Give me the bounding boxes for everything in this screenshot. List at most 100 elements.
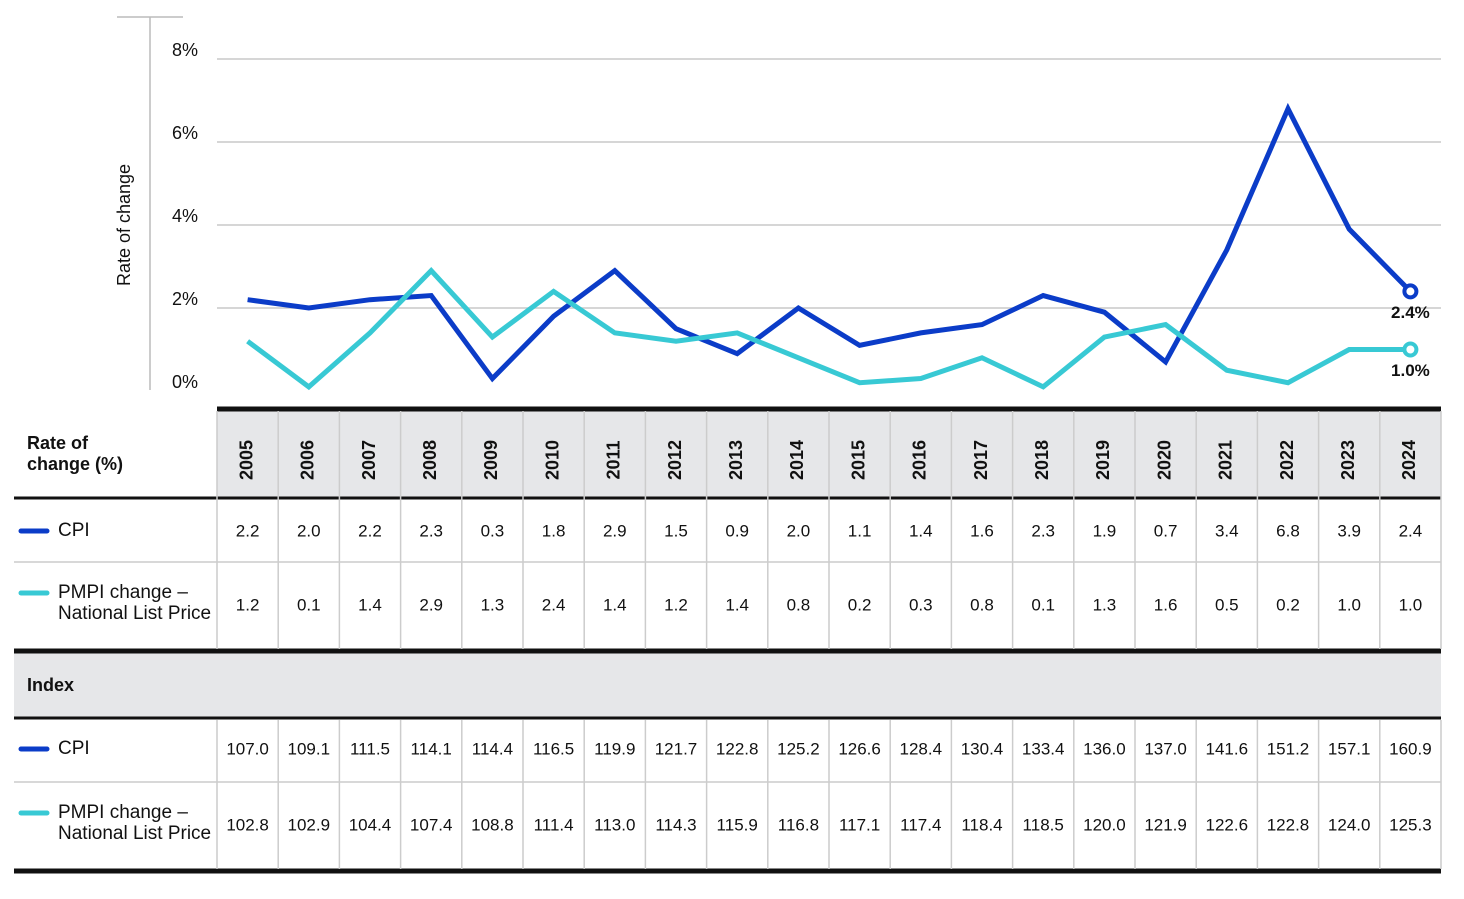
table-cell: 128.4 <box>900 739 943 758</box>
table-cell: 122.6 <box>1206 815 1249 834</box>
table-cell: 121.9 <box>1144 815 1187 834</box>
x-tick-label: 2018 <box>1032 440 1052 480</box>
x-tick-label: 2016 <box>910 440 930 480</box>
table-cell: 114.1 <box>411 739 452 758</box>
table-cell: 0.7 <box>1154 521 1178 540</box>
table-cell: 102.9 <box>288 815 331 834</box>
table-cell: 3.9 <box>1337 521 1361 540</box>
table-cell: 2.2 <box>236 521 260 540</box>
table-cell: 2.4 <box>1399 521 1423 540</box>
series-line <box>246 267 1411 391</box>
index-bg <box>14 652 1441 717</box>
row-label: PMPI change – National List Price <box>58 582 211 624</box>
table-cell: 1.3 <box>1093 595 1117 614</box>
table-cell: 1.4 <box>603 595 627 614</box>
row-label: PMPI change – National List Price <box>58 802 211 844</box>
end-label: 2.4% <box>1391 303 1430 322</box>
end-marker <box>1402 283 1419 300</box>
table-cell: 0.3 <box>481 521 505 540</box>
table-cell: 137.0 <box>1144 739 1187 758</box>
table-cell: 0.1 <box>1031 595 1055 614</box>
table-cell: 1.1 <box>848 521 872 540</box>
table-cell: 141.6 <box>1206 739 1249 758</box>
table-cell: 0.1 <box>297 595 321 614</box>
table-cell: 0.8 <box>787 595 811 614</box>
table-header: Rate of change (%) <box>27 433 123 474</box>
table-cell: 119.9 <box>594 739 635 758</box>
table-cell: 118.4 <box>961 815 1002 834</box>
table-cell: 107.0 <box>226 739 269 758</box>
table-cell: 116.5 <box>533 739 574 758</box>
table-cell: 2.2 <box>358 521 382 540</box>
end-marker <box>1402 341 1419 358</box>
x-tick-label: 2011 <box>604 440 624 479</box>
table-cell: 1.0 <box>1399 595 1423 614</box>
table-cell: 1.0 <box>1337 595 1361 614</box>
x-tick-label: 2009 <box>481 440 501 480</box>
x-tick-label: 2022 <box>1277 440 1297 480</box>
table-cell: 130.4 <box>961 739 1004 758</box>
table-cell: 1.3 <box>481 595 505 614</box>
table-cell: 111.4 <box>534 815 574 834</box>
table-cell: 3.4 <box>1215 521 1239 540</box>
table-cell: 2.3 <box>1031 521 1055 540</box>
x-tick-label: 2021 <box>1216 440 1236 480</box>
table-cell: 114.4 <box>472 739 513 758</box>
x-tick-label: 2019 <box>1093 440 1113 480</box>
table-cell: 1.2 <box>236 595 260 614</box>
table-cell: 109.1 <box>288 739 331 758</box>
table-cell: 1.8 <box>542 521 566 540</box>
table-cell: 120.0 <box>1083 815 1126 834</box>
table-cell: 111.5 <box>350 739 390 758</box>
table-cell: 0.2 <box>1276 595 1300 614</box>
x-tick-label: 2024 <box>1399 440 1419 480</box>
table-cell: 108.8 <box>471 815 514 834</box>
table-cell: 117.4 <box>900 815 941 834</box>
x-tick-label: 2015 <box>848 440 868 480</box>
table-cell: 2.0 <box>787 521 811 540</box>
table-cell: 2.3 <box>419 521 443 540</box>
table-cell: 107.4 <box>410 815 453 834</box>
table-cell: 0.8 <box>970 595 994 614</box>
table-cell: 1.9 <box>1093 521 1117 540</box>
table-cell: 102.8 <box>226 815 269 834</box>
x-tick-label: 2012 <box>665 440 685 480</box>
x-tick-label: 2020 <box>1154 440 1174 480</box>
table-cell: 121.7 <box>655 739 698 758</box>
table-cell: 1.2 <box>664 595 688 614</box>
x-tick-label: 2008 <box>420 440 440 480</box>
y-tick-label: 8% <box>172 40 198 60</box>
table-cell: 2.4 <box>542 595 566 614</box>
x-tick-label: 2023 <box>1338 440 1358 480</box>
table-cell: 0.3 <box>909 595 933 614</box>
table-cell: 2.9 <box>603 521 627 540</box>
table-cell: 2.0 <box>297 521 321 540</box>
row-label: CPI <box>58 738 90 759</box>
table-cell: 0.9 <box>725 521 749 540</box>
table-cell: 125.2 <box>777 739 820 758</box>
table-cell: 133.4 <box>1022 739 1065 758</box>
x-tick-label: 2017 <box>971 440 991 480</box>
table-cell: 0.5 <box>1215 595 1239 614</box>
x-tick-label: 2005 <box>236 440 256 480</box>
table-cell: 122.8 <box>1267 815 1310 834</box>
table-cell: 151.2 <box>1267 739 1310 758</box>
y-tick-label: 0% <box>172 372 198 392</box>
table-cell: 118.5 <box>1023 815 1064 834</box>
table-cell: 1.4 <box>358 595 382 614</box>
x-tick-label: 2007 <box>359 440 379 480</box>
end-label: 1.0% <box>1391 361 1430 380</box>
x-tick-label: 2010 <box>542 440 562 480</box>
y-tick-label: 4% <box>172 206 198 226</box>
table-cell: 113.0 <box>594 815 635 834</box>
table-cell: 126.6 <box>838 739 881 758</box>
table-cell: 0.2 <box>848 595 872 614</box>
table-cell: 104.4 <box>349 815 392 834</box>
y-axis-label: Rate of change <box>114 164 134 286</box>
x-tick-label: 2014 <box>787 440 807 480</box>
y-tick-label: 6% <box>172 123 198 143</box>
table-cell: 115.9 <box>717 815 758 834</box>
table-cell: 1.4 <box>725 595 749 614</box>
